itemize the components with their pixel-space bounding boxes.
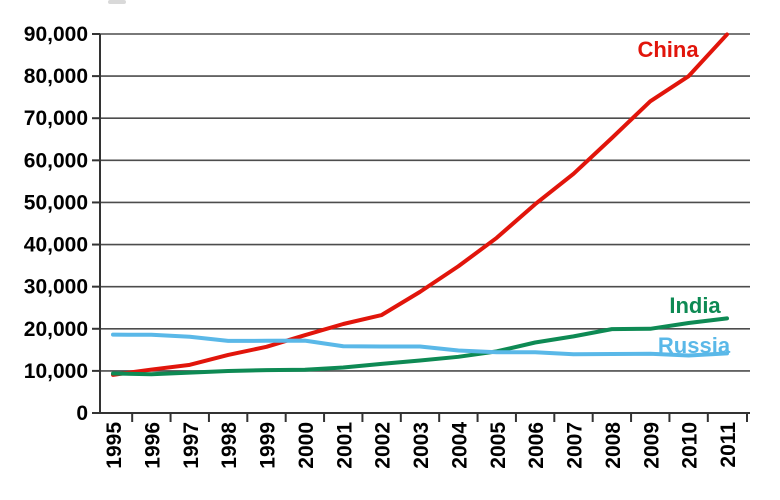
x-tick-label: 1996	[141, 422, 164, 469]
x-tick-label: 2006	[525, 422, 548, 469]
x-tick-label: 1998	[218, 422, 241, 469]
x-tick-label: 2008	[602, 422, 625, 469]
series-label-russia: Russia	[658, 333, 731, 358]
x-tick-label: 2011	[717, 422, 740, 468]
x-tick-label: 1997	[180, 422, 203, 469]
y-axis-labels: 0 10,000 20,000 30,000 40,000 50,000 60,000 70,…	[24, 23, 100, 425]
series-line-india	[111, 316, 729, 377]
x-tick-label: 2005	[487, 422, 510, 469]
y-tick-label: 50,000	[24, 191, 88, 214]
x-tick-label: 2000	[295, 422, 318, 469]
y-tick-label: 90,000	[24, 23, 88, 46]
x-axis-labels: 1995 1996 1997 1998 1999 2000 2001 2002 2003 2004…	[103, 413, 748, 469]
y-tick-label: 80,000	[24, 65, 88, 88]
x-tick-label: 2009	[640, 422, 663, 469]
x-tick-label: 2003	[410, 422, 433, 469]
top-edge-artifact	[108, 0, 126, 4]
gridlines	[100, 33, 750, 372]
y-tick-label: 0	[76, 402, 88, 425]
x-tick-label: 2007	[564, 422, 587, 469]
x-tick-label: 2001	[333, 422, 356, 469]
y-tick-label: 40,000	[24, 234, 88, 257]
series-line-china	[111, 32, 729, 377]
series-label-india: India	[669, 293, 721, 318]
y-tick-label: 10,000	[24, 360, 88, 383]
y-tick-label: 30,000	[24, 276, 88, 299]
x-tick-label: 1995	[103, 422, 126, 469]
series-line-russia	[111, 332, 729, 358]
y-tick-label: 70,000	[24, 107, 88, 130]
x-tick-label: 2004	[448, 422, 471, 469]
y-tick-label: 20,000	[24, 318, 88, 341]
series-label-china: China	[637, 37, 699, 62]
x-tick-label: 2002	[372, 422, 395, 469]
y-tick-label: 60,000	[24, 149, 88, 172]
x-tick-label: 1999	[257, 422, 280, 469]
x-tick-label: 2010	[679, 422, 702, 469]
